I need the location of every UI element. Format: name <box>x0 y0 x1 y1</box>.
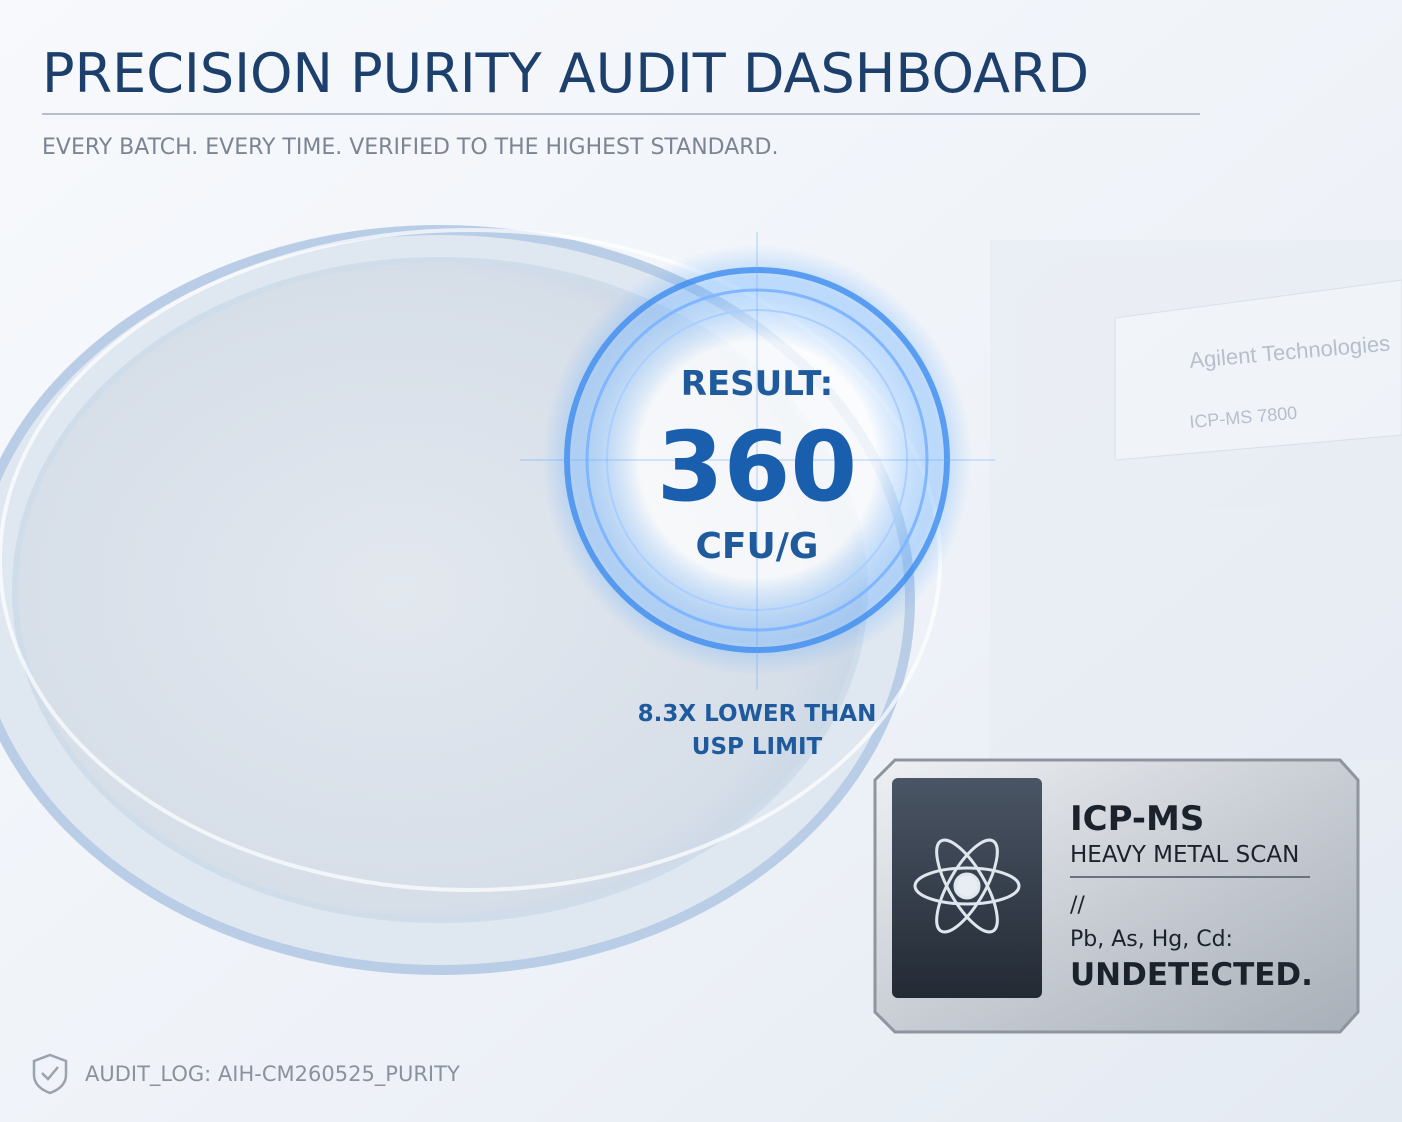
badge-separator: // <box>1070 893 1085 918</box>
subtitle: EVERY BATCH. EVERY TIME. VERIFIED TO THE… <box>42 135 778 160</box>
audit-log: AUDIT_LOG: AIH-CM260525_PURITY <box>85 1062 460 1087</box>
result-note: USP LIMIT <box>692 734 823 760</box>
atom-icon <box>913 838 1021 934</box>
badge-title: ICP-MS <box>1070 799 1204 839</box>
badge <box>873 758 1360 1034</box>
badge-subtitle: HEAVY METAL SCAN <box>1070 842 1299 868</box>
result-reticle <box>520 232 995 690</box>
result-note: 8.3X LOWER THAN <box>638 701 877 727</box>
shield-icon <box>32 1053 68 1095</box>
result-value: 360 <box>657 411 857 523</box>
instrument: Agilent Technologies ICP-MS 7800 <box>990 240 1402 760</box>
result-unit: CFU/G <box>696 526 819 567</box>
badge-elements: Pb, As, Hg, Cd: <box>1070 927 1233 952</box>
badge-status: UNDETECTED. <box>1070 957 1313 993</box>
title: PRECISION PURITY AUDIT DASHBOARD <box>42 42 1089 105</box>
result-label: RESULT: <box>681 364 833 404</box>
